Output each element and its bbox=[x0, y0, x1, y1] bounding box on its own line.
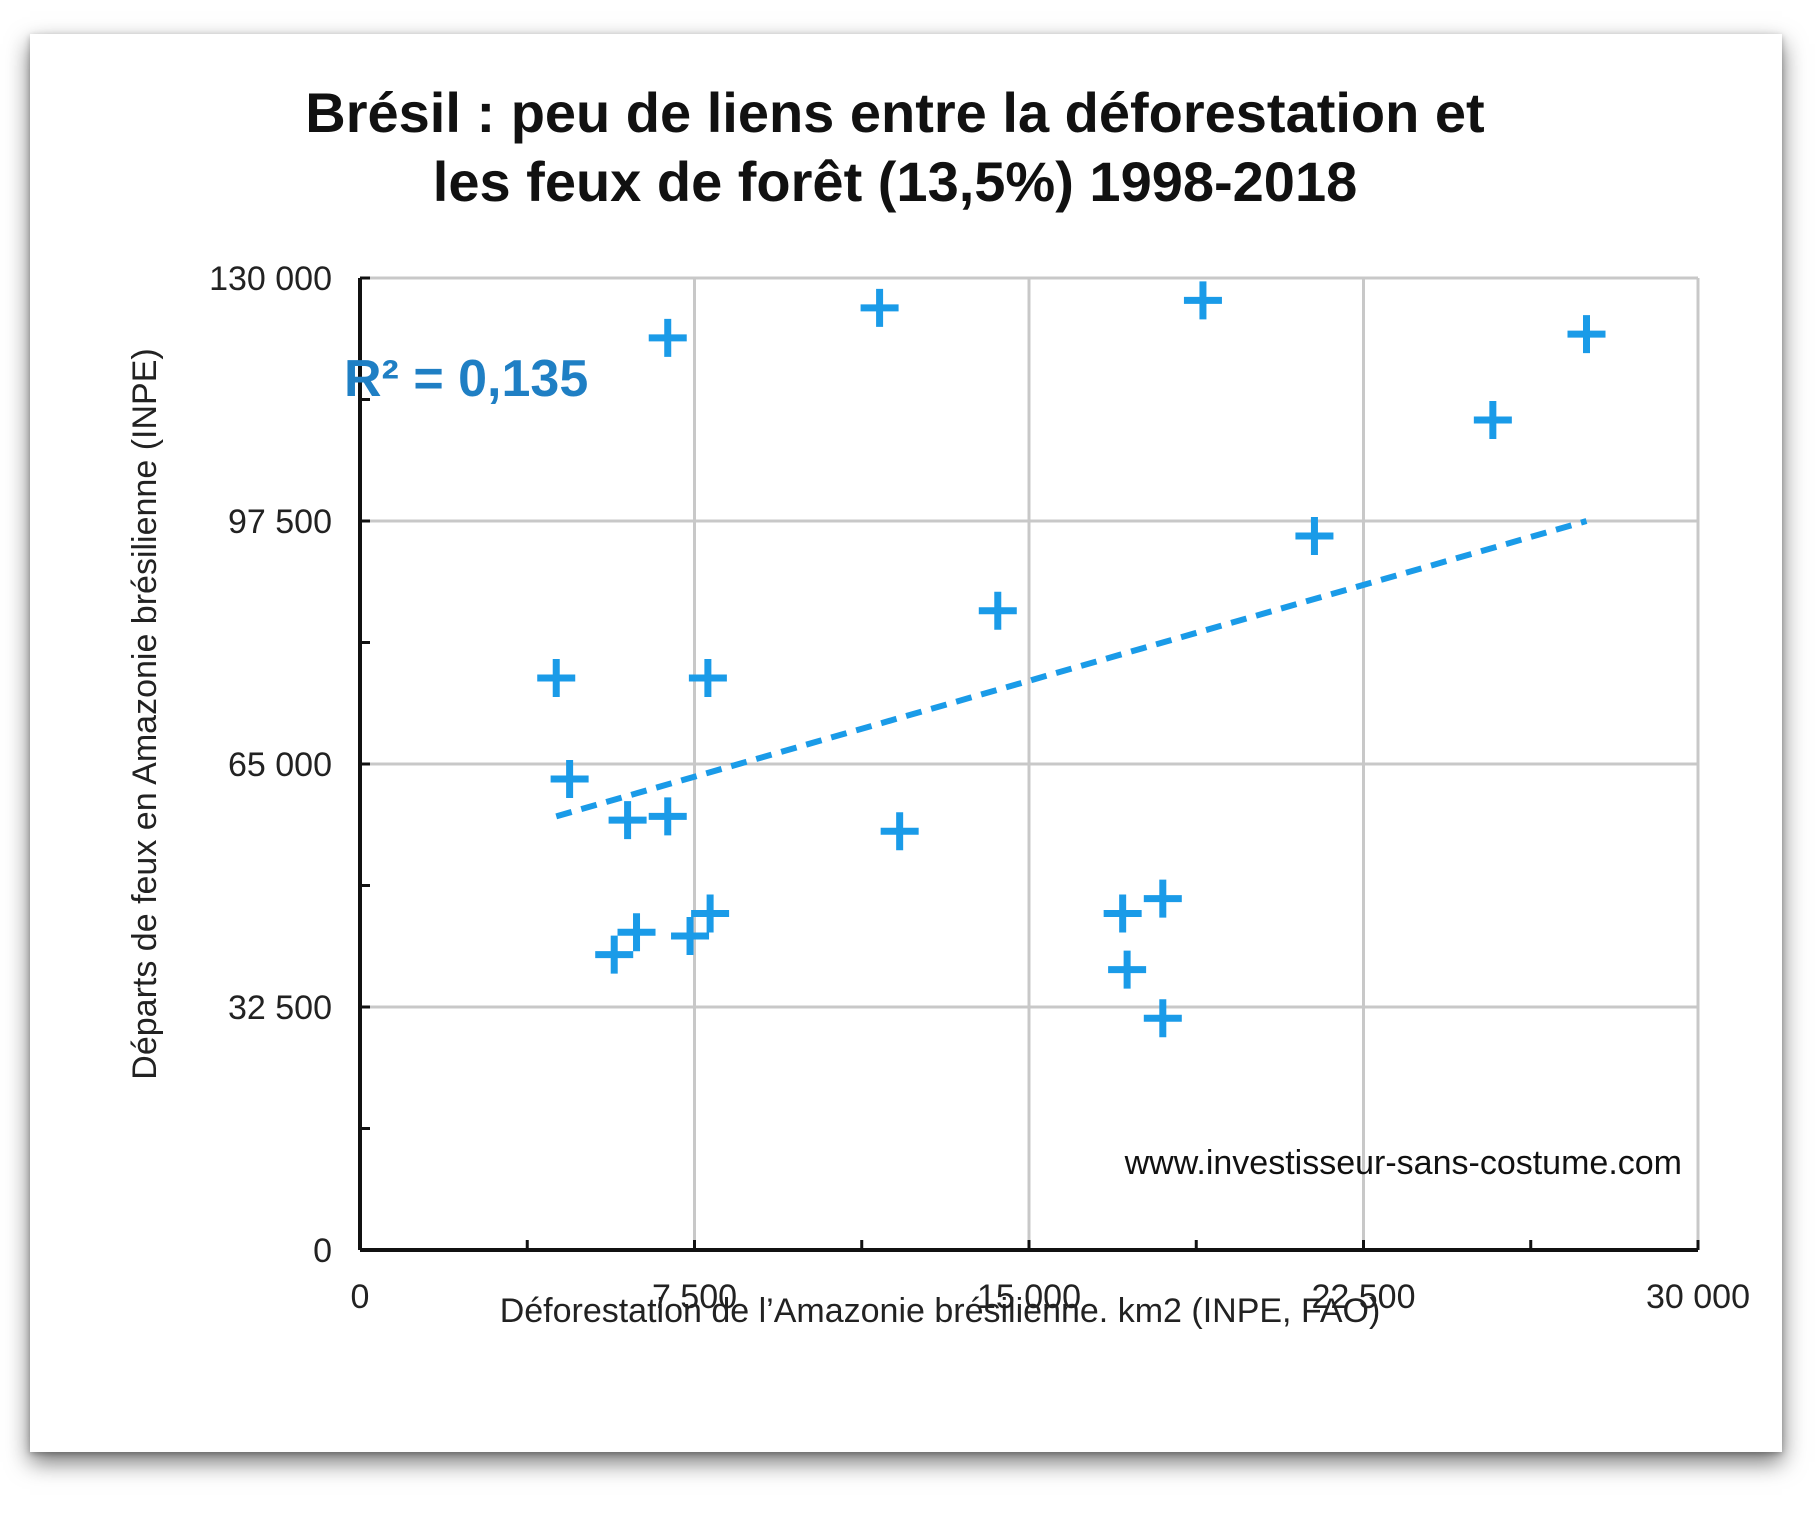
y-tick-label: 32 500 bbox=[228, 989, 332, 1027]
y-tick-label: 130 000 bbox=[209, 260, 332, 298]
x-tick-label: 0 bbox=[351, 1278, 370, 1316]
x-tick-label: 7 500 bbox=[652, 1278, 737, 1316]
scatter-point bbox=[648, 318, 687, 357]
scatter-point bbox=[1143, 879, 1182, 918]
y-axis-label: Départs de feux en Amazonie brésilienne … bbox=[126, 348, 164, 1079]
x-tick-label: 15 000 bbox=[977, 1278, 1081, 1316]
scatter-point bbox=[880, 812, 919, 851]
grid-lines bbox=[360, 276, 1700, 1250]
trendline bbox=[555, 518, 1588, 820]
watermark-url: www.investisseur-sans-costume.com bbox=[1124, 1144, 1682, 1182]
scatter-point bbox=[537, 659, 576, 698]
scatter-point bbox=[860, 288, 899, 327]
scatter-point bbox=[1103, 894, 1142, 933]
scatter-point bbox=[688, 659, 727, 698]
data-points bbox=[537, 281, 1606, 1038]
scatter-point bbox=[1183, 281, 1222, 320]
tick-labels: 0 7 500 15 000 22 500 30 000 0 32 500 65 000 97 … bbox=[209, 260, 1750, 1316]
scatter-point bbox=[608, 801, 647, 840]
scatter-point bbox=[617, 913, 656, 952]
chart-title-line-1: Brésil : peu de liens entre la déforesta… bbox=[305, 81, 1484, 144]
y-tick-label: 65 000 bbox=[228, 746, 332, 784]
y-tick-label: 0 bbox=[313, 1232, 332, 1270]
scatter-point bbox=[1473, 401, 1512, 440]
x-tick-label: 22 500 bbox=[1312, 1278, 1416, 1316]
x-axis-label: Déforestation de l’Amazonie brésilienne.… bbox=[500, 1292, 1381, 1330]
axes bbox=[358, 276, 1700, 1252]
scatter-point bbox=[1567, 315, 1606, 354]
scatter-chart: Brésil : peu de liens entre la déforesta… bbox=[126, 81, 1750, 1330]
r-squared-label: R² = 0,135 bbox=[344, 350, 588, 408]
scatter-point bbox=[691, 894, 730, 933]
scatter-point bbox=[550, 759, 589, 798]
scatter-point bbox=[978, 591, 1017, 630]
y-tick-label: 97 500 bbox=[228, 503, 332, 541]
x-tick-label: 30 000 bbox=[1646, 1278, 1750, 1316]
scatter-point bbox=[671, 916, 710, 955]
scatter-point bbox=[595, 935, 634, 974]
chart-card: Brésil : peu de liens entre la déforesta… bbox=[30, 34, 1782, 1452]
scatter-point bbox=[1295, 516, 1334, 555]
trendline-group bbox=[555, 518, 1588, 820]
scatter-point bbox=[1143, 999, 1182, 1038]
chart-title-line-2: les feux de forêt (13,5%) 1998-2018 bbox=[433, 150, 1357, 213]
scatter-point bbox=[648, 797, 687, 836]
scatter-point bbox=[1108, 950, 1147, 989]
